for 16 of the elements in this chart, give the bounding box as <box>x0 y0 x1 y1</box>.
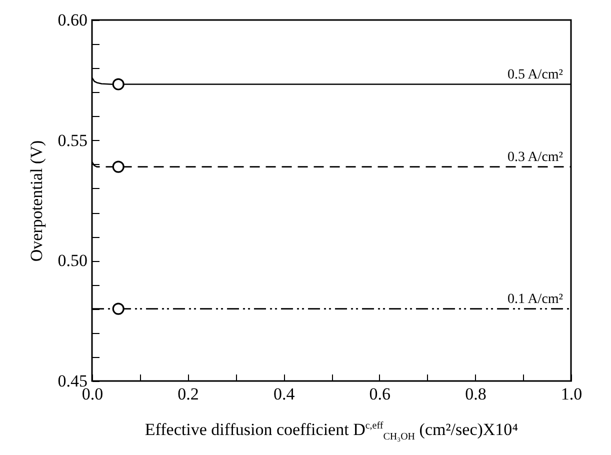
point <box>112 78 124 90</box>
x-tick-label: 0.2 <box>178 384 199 404</box>
x-tick-label: 0.6 <box>369 384 391 404</box>
y-tick-label: 0.55 <box>58 130 88 150</box>
y-tick-label: 0.60 <box>58 10 88 30</box>
series-label: 0.3 A/cm² <box>507 150 563 165</box>
point <box>112 302 124 315</box>
x-axis-title: Effective diffusion coefficient D$^{c,eff}$$_{CH₃OH}$ (cm²/sec)X10⁴ <box>144 420 520 442</box>
point <box>112 160 124 173</box>
y-axis-title: Overpotential (V) <box>26 140 46 262</box>
x-tick-label: 1.0 <box>560 384 582 404</box>
y-tick-label: 0.50 <box>58 251 88 270</box>
series-label: 0.5 A/cm² <box>507 67 563 82</box>
x-tick-label: 0.4 <box>273 384 296 404</box>
series-label: 0.1 A/cm² <box>507 292 563 307</box>
x-tick-label: 0.8 <box>465 384 486 404</box>
